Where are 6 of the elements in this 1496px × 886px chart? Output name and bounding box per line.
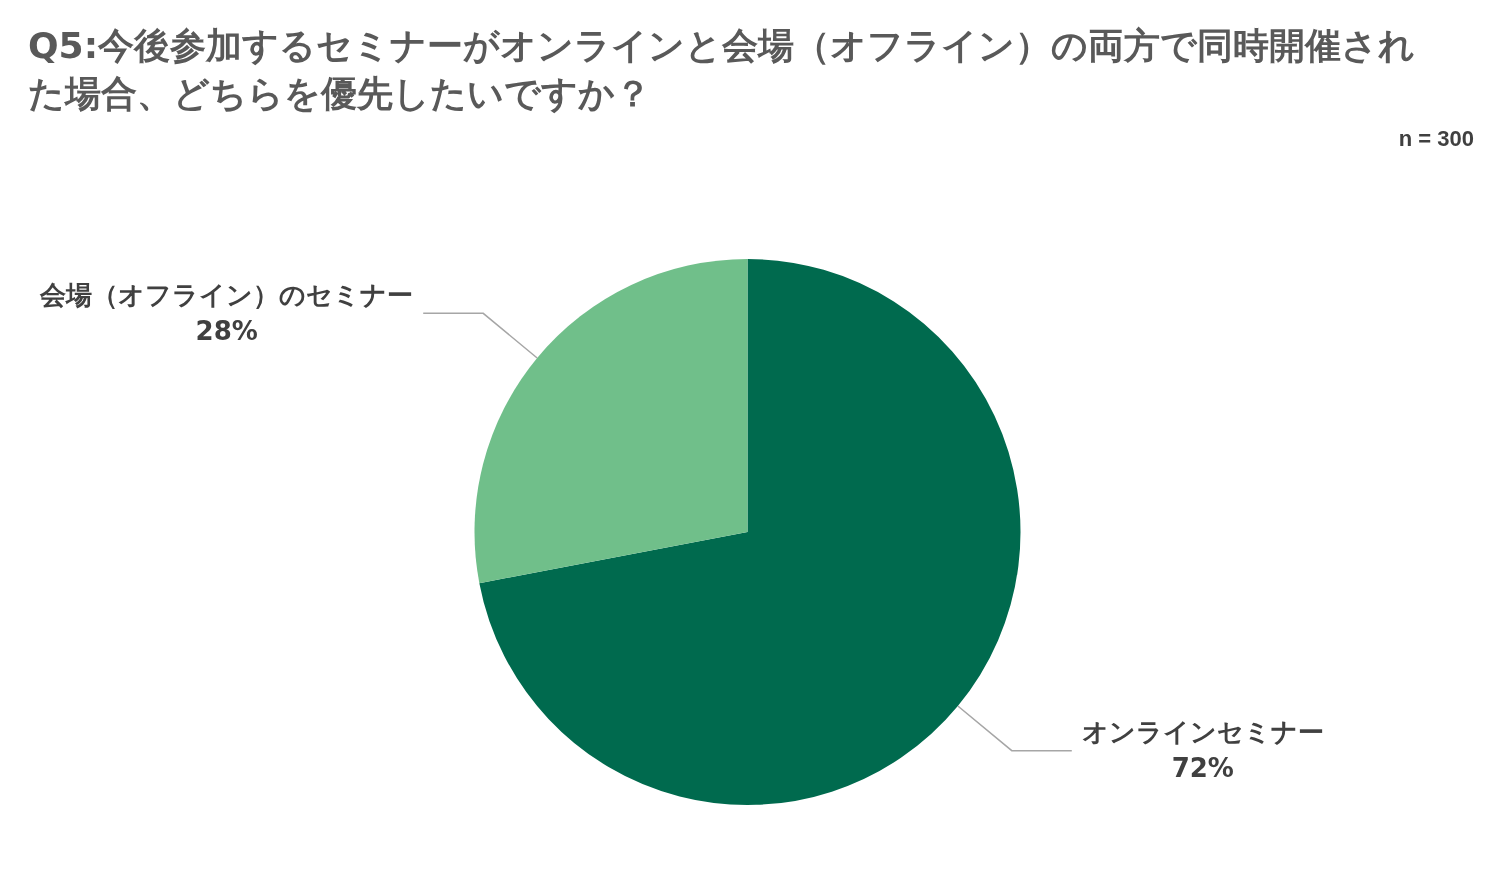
text: n = 300: [1398, 126, 1474, 152]
slice-label: 会場（オフライン）のセミナー: [39, 280, 414, 311]
chart-title: Q5:今後参加するセミナーがオンラインと会場（オフライン）の両方で同時開催された場合、どちらを優先したいですか？: [28, 24, 1417, 116]
slice-label: オンラインセミナー: [1081, 717, 1324, 748]
data-label: 72%: [1171, 753, 1234, 784]
data-label: 28%: [195, 316, 258, 347]
